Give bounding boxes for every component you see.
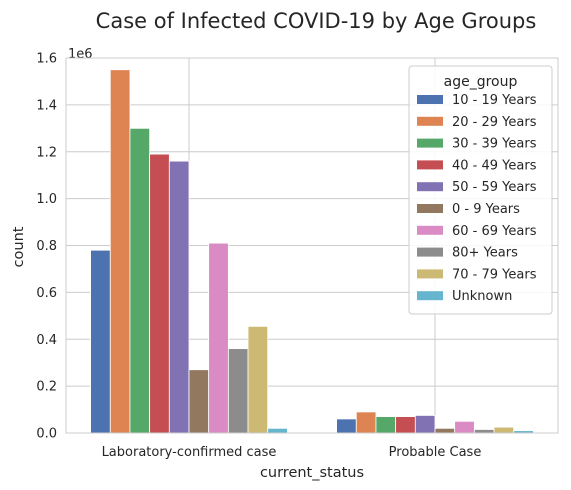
bar-10-19-years-1 xyxy=(336,418,357,434)
x-tick-label: Probable Case xyxy=(389,445,482,460)
legend-swatch xyxy=(417,182,443,192)
bar-10-19-years-0 xyxy=(90,249,111,434)
bar-60-69-years-1 xyxy=(454,420,475,434)
legend-entry-label: 40 - 49 Years xyxy=(452,158,537,173)
y-axis-exponent: 1e6 xyxy=(68,47,93,62)
legend-swatch xyxy=(417,247,443,257)
legend-title: age_group xyxy=(444,74,518,90)
bar-70-79-years-1 xyxy=(493,426,515,434)
legend-swatch xyxy=(417,138,443,148)
y-tick-label: 1.4 xyxy=(36,98,57,113)
y-tick-label: 1.2 xyxy=(36,145,57,160)
bar-0-9-years-0 xyxy=(188,369,210,434)
y-axis-label: count xyxy=(11,226,27,267)
bar-80-years-0 xyxy=(227,348,249,434)
y-tick-label: 0.8 xyxy=(36,239,57,254)
bar-70-79-years-0 xyxy=(247,325,269,434)
bar-30-39-years-1 xyxy=(375,416,397,434)
legend-swatch xyxy=(417,291,443,301)
legend-swatch xyxy=(417,204,443,213)
y-tick-label: 0.0 xyxy=(36,427,57,442)
legend-entry-label: 20 - 29 Years xyxy=(452,115,537,130)
bar-0-9-years-1 xyxy=(434,427,456,434)
plot-frame xyxy=(65,57,559,434)
legend: age_group 10 - 19 Years 20 - 29 Years 30 -… xyxy=(408,65,553,315)
legend-entry-label: 10 - 19 Years xyxy=(452,93,537,108)
legend-swatch xyxy=(417,269,443,279)
y-tick-label: 1.0 xyxy=(36,192,57,207)
bar-80-years-1 xyxy=(473,429,495,434)
x-axis-label: current_status xyxy=(260,465,364,481)
x-tick-labels: Laboratory-confirmed case Probable Case xyxy=(102,445,482,460)
legend-entry-label: 0 - 9 Years xyxy=(452,202,520,217)
bar-60-69-years-0 xyxy=(208,242,229,434)
chart-title: Case of Infected COVID-19 by Age Groups xyxy=(96,9,537,33)
bar-20-29-years-0 xyxy=(109,69,131,434)
bars xyxy=(90,69,534,434)
legend-box xyxy=(408,65,553,315)
y-tick-label: 0.4 xyxy=(36,333,57,348)
legend-entry-label: 70 - 79 Years xyxy=(452,267,537,282)
bar-50-59-years-0 xyxy=(168,160,190,434)
legend-entry-label: Unknown xyxy=(452,289,512,304)
legend-swatch xyxy=(417,160,443,170)
y-tick-label: 0.6 xyxy=(36,286,57,301)
legend-swatch xyxy=(417,95,443,104)
legend-entry-label: 60 - 69 Years xyxy=(452,224,537,239)
bar-30-39-years-0 xyxy=(129,127,151,434)
legend-entry-label: 50 - 59 Years xyxy=(452,180,537,195)
legend-swatch xyxy=(417,116,443,126)
bar-unknown-0 xyxy=(267,427,288,434)
y-tick-labels: 0.0 0.2 0.4 0.6 0.8 1.0 1.2 1.4 1.6 xyxy=(36,52,57,442)
x-tick-label: Laboratory-confirmed case xyxy=(102,445,277,460)
bar-50-59-years-1 xyxy=(414,415,436,434)
legend-entry-label: 80+ Years xyxy=(452,246,518,261)
y-tick-label: 0.2 xyxy=(36,380,57,395)
bar-40-49-years-1 xyxy=(395,416,416,434)
legend-swatch xyxy=(417,225,443,235)
bar-20-29-years-1 xyxy=(355,411,377,434)
y-tick-label: 1.6 xyxy=(36,52,57,67)
bar-40-49-years-0 xyxy=(149,153,170,434)
legend-entry-label: 30 - 39 Years xyxy=(452,137,537,152)
